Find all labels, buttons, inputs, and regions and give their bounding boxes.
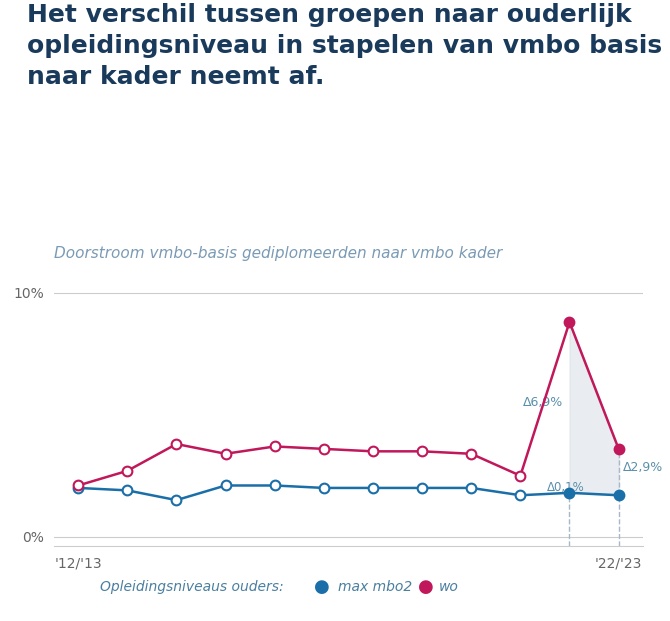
- Text: opleidingsniveau in stapelen van vmbo basis: opleidingsniveau in stapelen van vmbo ba…: [27, 34, 662, 58]
- Text: Δ0,1%: Δ0,1%: [547, 481, 585, 494]
- Text: Doorstroom vmbo-basis gediplomeerden naar vmbo kader: Doorstroom vmbo-basis gediplomeerden naa…: [54, 246, 502, 261]
- Text: ●: ●: [314, 578, 330, 596]
- Text: max mbo2: max mbo2: [338, 580, 413, 594]
- Text: wo: wo: [439, 580, 459, 594]
- Text: Opleidingsniveaus ouders:: Opleidingsniveaus ouders:: [100, 580, 284, 594]
- Text: Het verschil tussen groepen naar ouderlijk: Het verschil tussen groepen naar ouderli…: [27, 3, 631, 27]
- Text: naar kader neemt af.: naar kader neemt af.: [27, 65, 324, 89]
- Text: ●: ●: [417, 578, 433, 596]
- Text: Δ6,9%: Δ6,9%: [523, 396, 563, 409]
- Text: Δ2,9%: Δ2,9%: [622, 461, 663, 474]
